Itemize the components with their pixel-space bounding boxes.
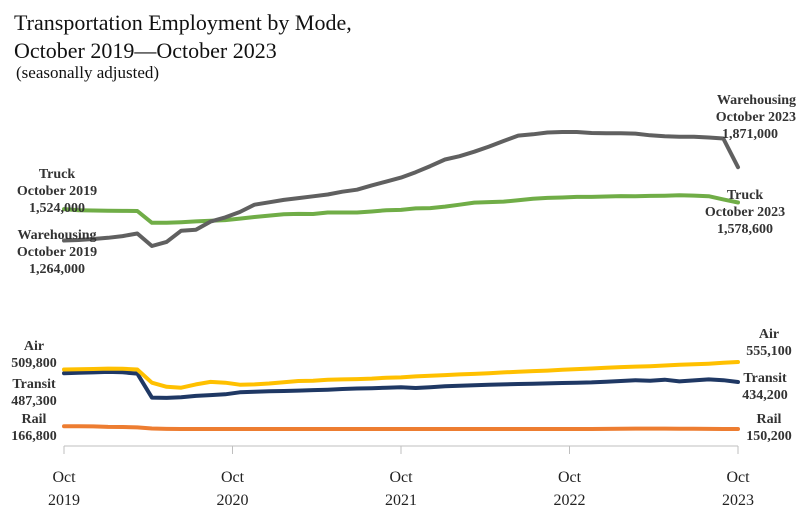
series-line-truck [62,193,740,225]
transit-end-name: Transit [743,371,787,386]
warehousing-end-label: Warehousing October 2023 1,871,000 [716,92,796,143]
x-tick-label-month: Oct [389,469,413,486]
rail-end-value: 150,200 [746,429,792,444]
air-start-name: Air [23,339,45,354]
air-end-value: 555,100 [746,344,792,359]
air-start-label: Air 509,800 [4,338,64,372]
x-tick-label-year: 2021 [385,492,417,509]
series-line-warehousing [62,130,740,248]
warehousing-end-value: 1,871,000 [722,127,778,142]
rail-end-name: Rail [756,412,782,427]
warehousing-start-date: October 2019 [16,245,98,260]
x-tick-label-month: Oct [726,469,750,486]
transit-start-label: Transit 487,300 [4,376,64,410]
air-end-name: Air [758,327,780,342]
air-end-label: Air 555,100 [740,326,798,360]
truck-start-name: Truck [38,167,76,182]
warehousing-start-name: Warehousing [17,228,97,243]
transit-start-name: Transit [12,377,56,392]
x-tick-label-year: 2023 [722,492,754,509]
x-tick-label-year: 2020 [217,492,249,509]
x-tick-label-month: Oct [558,469,582,486]
series-line-transit [62,369,740,400]
x-tick-label-year: 2022 [554,492,586,509]
transit-end-value: 434,200 [742,388,788,403]
chart-subtitle: (seasonally adjusted) [16,63,160,82]
truck-end-name: Truck [726,188,764,203]
series-line-rail [62,424,740,431]
x-tick-label-month: Oct [221,469,245,486]
truck-end-label: Truck October 2023 1,578,600 [692,187,798,238]
air-start-value: 509,800 [11,356,57,371]
warehousing-start-label: Warehousing October 2019 1,264,000 [4,227,110,278]
warehousing-end-name: Warehousing [716,93,796,108]
x-tick-label-month: Oct [52,469,76,486]
transit-start-value: 487,300 [11,394,57,409]
rail-start-value: 166,800 [11,429,57,444]
x-tick-label-year: 2019 [48,492,80,509]
chart-title-line-2: October 2019—October 2023 [14,38,277,63]
chart-title-line-1: Transportation Employment by Mode, [14,10,352,35]
truck-start-value: 1,524,000 [29,201,85,216]
truck-start-label: Truck October 2019 1,524,000 [4,166,110,217]
truck-start-date: October 2019 [16,184,98,199]
truck-end-value: 1,578,600 [717,222,773,237]
transit-end-label: Transit 434,200 [732,370,798,404]
rail-start-label: Rail 166,800 [4,411,64,445]
warehousing-start-value: 1,264,000 [29,262,85,277]
warehousing-end-date: October 2023 [715,110,796,125]
truck-end-date: October 2023 [704,205,786,220]
rail-start-name: Rail [21,412,47,427]
series-line-air [62,360,740,390]
rail-end-label: Rail 150,200 [740,411,798,445]
